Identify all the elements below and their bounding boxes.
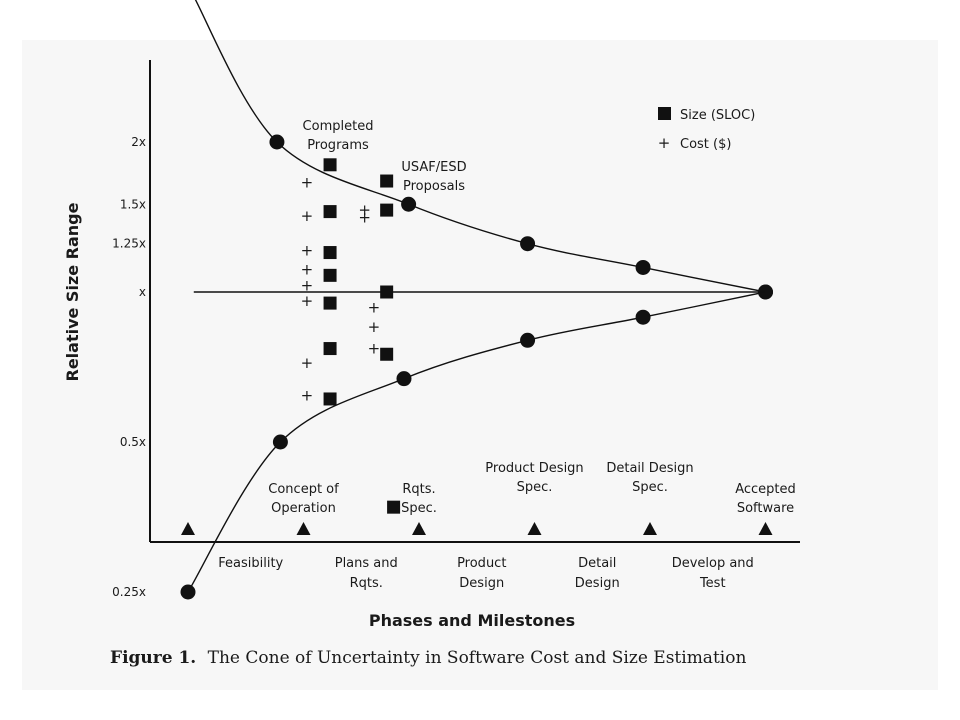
y-tick-label: 0.25x [112, 585, 146, 599]
milestone-label-line: Spec. [517, 480, 553, 495]
legend-label: Cost ($) [680, 137, 731, 152]
cost-marker: + [301, 354, 314, 372]
milestone-label-line: Detail Design [606, 461, 693, 476]
milestone-marker [412, 522, 426, 535]
milestone-label-line: Spec. [401, 501, 437, 516]
milestone-marker [296, 522, 311, 535]
phase-label-line: Design [575, 576, 620, 591]
y-tick-label: 1.5x [120, 197, 146, 211]
cost-marker: + [301, 242, 314, 260]
cost-marker: + [301, 292, 314, 310]
upper-bound-point [520, 236, 536, 252]
milestone-marker [758, 522, 773, 535]
milestone-marker [643, 522, 657, 535]
phase-label-line: Detail [578, 556, 616, 571]
upper-bound-point [269, 134, 285, 150]
legend-plus-marker: + [658, 134, 671, 152]
phase-label: Feasibility [218, 556, 283, 571]
cost-marker: + [301, 277, 314, 295]
milestone-marker [181, 522, 195, 535]
milestone-label: Detail Design Spec. [606, 461, 693, 495]
y-tick-label: x [139, 285, 146, 299]
milestone-label-line: Operation [271, 501, 336, 516]
annotation-label-line: Proposals [403, 179, 465, 194]
phase-label: Plans and Rqts. [335, 556, 398, 591]
phase-label: Detail Design [575, 556, 620, 591]
lower-bound-point [635, 309, 651, 325]
phase-label: Develop and Test [672, 556, 754, 591]
cost-marker: + [301, 207, 314, 225]
lower-bound-point [272, 434, 288, 450]
cost-marker: + [301, 173, 314, 191]
cost-marker: + [368, 318, 381, 336]
milestone-label: Rqts. Spec. [401, 482, 437, 516]
x-axis-title: Phases and Milestones [369, 611, 575, 630]
y-tick-label: 0.5x [120, 435, 146, 449]
phase-label-line: Develop and [672, 556, 754, 571]
milestone-label-line: Software [737, 501, 794, 516]
phase-label: Product Design [457, 556, 506, 591]
cost-marker: + [368, 299, 381, 317]
annotation-label: Completed Programs [303, 119, 374, 153]
lower-bound-point [520, 332, 536, 348]
lower-bound-point [396, 371, 412, 387]
size-sloc-marker [323, 296, 337, 310]
figure-caption: Figure 1. The Cone of Uncertainty in Sof… [110, 648, 746, 668]
size-sloc-marker [323, 268, 337, 282]
phase-label-line: Feasibility [218, 556, 283, 571]
figure-panel [22, 40, 938, 690]
cost-marker: + [301, 260, 314, 278]
figure-caption-text: The Cone of Uncertainty in Software Cost… [208, 648, 747, 668]
annotation-label-line: USAF/ESD [401, 160, 466, 175]
milestone-marker [527, 522, 542, 535]
phase-label-line: Design [459, 576, 504, 591]
cost-marker: + [301, 386, 314, 404]
phase-label-line: Rqts. [350, 576, 383, 591]
annotation-label-line: Programs [307, 138, 369, 153]
cost-marker: + [368, 340, 381, 358]
milestone-label-line: Concept of [268, 482, 339, 497]
milestone-label-line: Spec. [632, 480, 668, 495]
size-sloc-marker [323, 158, 337, 172]
size-sloc-marker [323, 246, 337, 260]
size-sloc-marker [323, 205, 337, 219]
milestone-label: Product Design Spec. [485, 461, 583, 495]
phase-label-line: Product [457, 556, 506, 571]
phase-label-line: Test [699, 576, 726, 591]
y-tick-label: 1.25x [112, 237, 146, 251]
cost-marker: + [358, 201, 371, 219]
lower-bound-curve [187, 291, 766, 593]
lower-bound-point [180, 584, 196, 600]
size-sloc-marker [323, 342, 337, 356]
annotation-label: USAF/ESD Proposals [401, 160, 466, 194]
size-sloc-marker [380, 174, 394, 188]
y-tick-label: 2x [131, 135, 146, 149]
upper-bound-point [635, 259, 651, 275]
legend-square-marker [658, 107, 671, 120]
upper-bound-point [401, 196, 417, 212]
cost-marker: + [358, 209, 371, 227]
legend-label: Size (SLOC) [680, 108, 755, 123]
phase-label-line: Plans and [335, 556, 398, 571]
figure-caption-label: Figure 1. [110, 648, 196, 668]
milestone-label: Concept of Operation [268, 482, 339, 516]
annotation-label-line: Completed [303, 119, 374, 134]
milestone-label-line: Product Design [485, 461, 583, 476]
size-sloc-marker [323, 392, 337, 406]
size-sloc-marker [380, 203, 394, 217]
y-axis-title: Relative Size Range [63, 202, 82, 381]
size-sloc-marker [380, 347, 394, 361]
size-sloc-marker [380, 285, 394, 299]
milestone-label-line: Accepted [735, 482, 796, 497]
milestone-label: Accepted Software [735, 482, 796, 516]
upper-bound-curve [194, 0, 766, 293]
size-sloc-marker [387, 500, 401, 514]
milestone-label-line: Rqts. [402, 482, 435, 497]
